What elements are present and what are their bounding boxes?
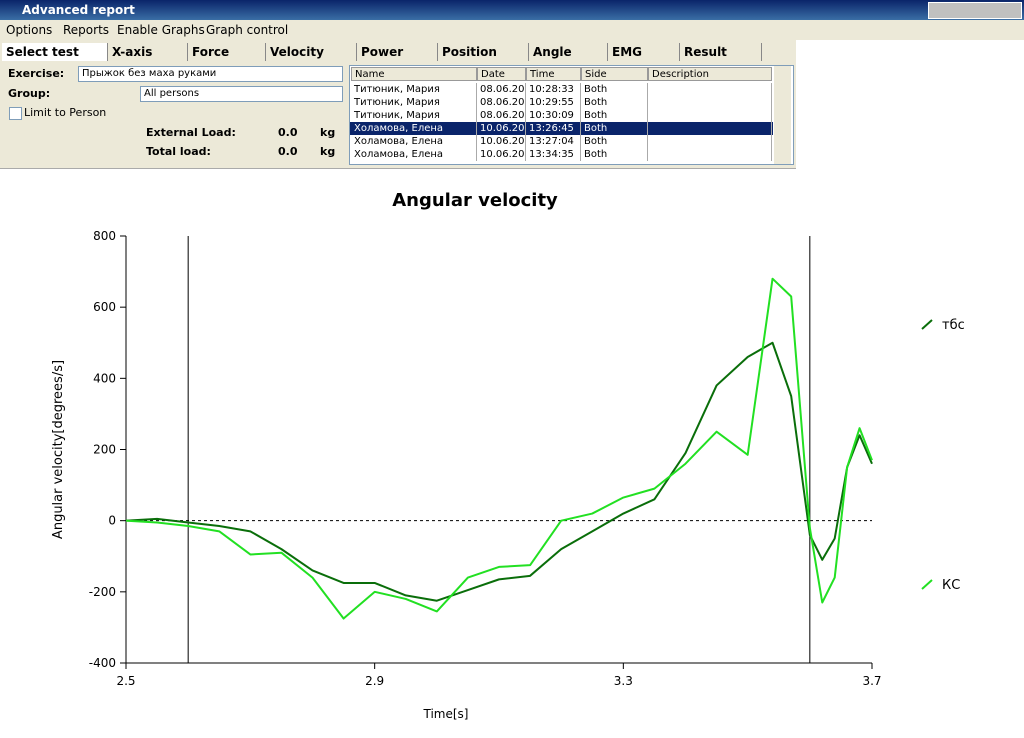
tab[interactable]: EMG xyxy=(608,43,680,61)
selected-row[interactable] xyxy=(350,122,773,135)
menu-item[interactable]: Enable Graphs xyxy=(117,23,205,37)
cell[interactable]: 13:27:04 xyxy=(526,135,581,148)
checkbox[interactable] xyxy=(9,107,22,120)
cell[interactable]: Both xyxy=(581,122,648,135)
label: Group: xyxy=(8,87,51,100)
group-combo[interactable]: All persons xyxy=(140,86,343,102)
cell[interactable]: 10.06.200 xyxy=(477,148,526,161)
chart-title: Angular velocity xyxy=(392,190,558,211)
cell[interactable]: Both xyxy=(581,109,648,122)
cell[interactable]: 08.06.200 xyxy=(477,83,526,96)
cell[interactable]: 13:34:35 xyxy=(526,148,581,161)
column-header[interactable]: Time xyxy=(526,67,581,81)
test-table: Name Date Time Side Description Титюник, Мари… xyxy=(349,65,794,165)
y-axis-label: Angular velocity[degrees/s] xyxy=(51,360,66,539)
y-tick-label: 400 xyxy=(93,371,116,385)
y-tick-label: 600 xyxy=(93,300,116,314)
y-tick-label: 800 xyxy=(93,229,116,243)
scrollbar[interactable] xyxy=(774,66,791,164)
cell[interactable]: Титюник, Мария xyxy=(351,96,477,109)
x-tick-label: 3.3 xyxy=(614,674,633,688)
value: 0.0 xyxy=(278,126,298,139)
cell xyxy=(648,135,772,148)
menu-item[interactable]: Reports xyxy=(63,23,110,37)
x-axis-label: Time[s] xyxy=(423,707,469,721)
label: Total load: xyxy=(146,145,211,158)
tab[interactable]: Position xyxy=(438,43,529,61)
cell[interactable]: Холамова, Елена xyxy=(351,122,477,135)
series-line xyxy=(125,277,873,620)
menu-bar xyxy=(0,20,1024,40)
tab[interactable]: Result xyxy=(680,43,762,61)
cell xyxy=(648,83,772,96)
exercise-combo[interactable]: Прыжок без маха руками xyxy=(78,66,343,82)
cell[interactable]: 10.06.200 xyxy=(477,135,526,148)
cell xyxy=(648,96,772,109)
column-header[interactable]: Side xyxy=(581,67,648,81)
cell xyxy=(648,109,772,122)
cell[interactable]: Both xyxy=(581,83,648,96)
value: 0.0 xyxy=(278,145,298,158)
cell[interactable]: 08.06.200 xyxy=(477,96,526,109)
x-tick-label: 2.5 xyxy=(116,674,135,688)
tab[interactable]: Force xyxy=(188,43,266,61)
x-tick-label: 2.9 xyxy=(365,674,384,688)
cell[interactable]: 10:28:33 xyxy=(526,83,581,96)
cell[interactable]: Both xyxy=(581,96,648,109)
cell[interactable]: 10:29:55 xyxy=(526,96,581,109)
window-title: Advanced report xyxy=(22,3,135,17)
cell[interactable]: 10:30:09 xyxy=(526,109,581,122)
cell[interactable]: Both xyxy=(581,148,648,161)
y-tick-label: -200 xyxy=(89,585,116,599)
cell[interactable]: Титюник, Мария xyxy=(351,109,477,122)
window-controls[interactable] xyxy=(928,2,1022,19)
legend-swatch xyxy=(921,579,933,590)
series-line xyxy=(125,341,873,602)
tab[interactable]: Power xyxy=(357,43,438,61)
legend-label: тбс xyxy=(942,318,965,333)
cell[interactable]: 10.06.200 xyxy=(477,122,526,135)
cell[interactable]: 13:26:45 xyxy=(526,122,581,135)
cell[interactable]: Холамова, Елена xyxy=(351,148,477,161)
tab[interactable]: Angle xyxy=(529,43,608,61)
legend-label: КС xyxy=(942,578,960,593)
column-header[interactable]: Name xyxy=(351,67,477,81)
y-tick-label: 0 xyxy=(108,514,116,528)
title-bar: Advanced report xyxy=(0,0,1024,20)
label: External Load: xyxy=(146,126,236,139)
cell xyxy=(648,148,772,161)
column-header[interactable]: Date xyxy=(477,67,526,81)
tab[interactable]: Select test xyxy=(2,43,108,61)
y-tick-label: -400 xyxy=(89,656,116,670)
cell[interactable]: Both xyxy=(581,135,648,148)
menu-item[interactable]: Graph control xyxy=(206,23,289,37)
column-header[interactable]: Description xyxy=(648,67,772,81)
cell[interactable]: Холамова, Елена xyxy=(351,135,477,148)
y-tick-label: 200 xyxy=(93,443,116,457)
menu-item[interactable]: Options xyxy=(6,23,53,37)
cell xyxy=(648,122,772,135)
cell[interactable]: 08.06.200 xyxy=(477,109,526,122)
unit: kg xyxy=(320,145,336,158)
cell[interactable]: Титюник, Мария xyxy=(351,83,477,96)
label: Limit to Person xyxy=(24,106,107,119)
unit: kg xyxy=(320,126,336,139)
chart: Angular velocity -400 -200 0 200 400 600 800 2.5… xyxy=(51,190,965,721)
legend-swatch xyxy=(921,319,933,330)
tab[interactable]: X-axis xyxy=(108,43,188,61)
x-tick-label: 3.7 xyxy=(862,674,881,688)
label: Exercise: xyxy=(8,67,65,80)
tab[interactable]: Velocity xyxy=(266,43,357,61)
